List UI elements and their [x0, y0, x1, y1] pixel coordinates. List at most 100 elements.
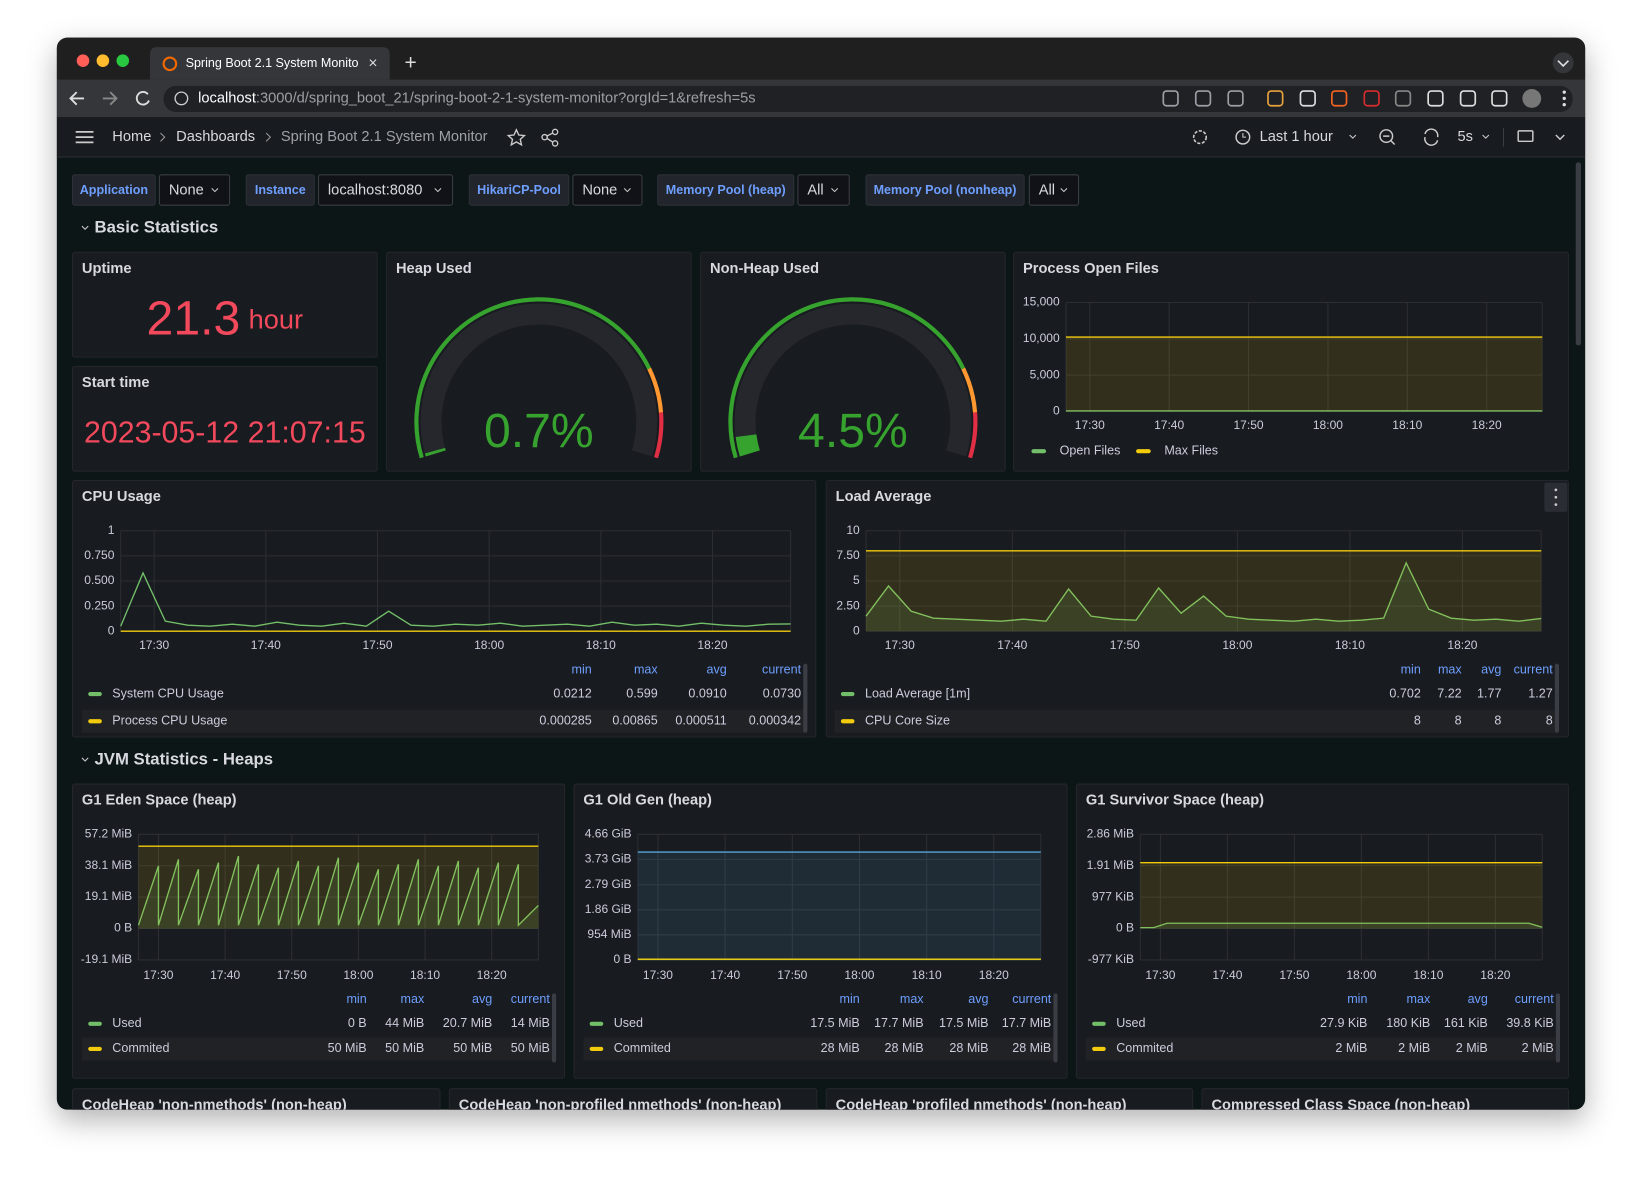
y-tick-label: 0 — [853, 623, 860, 637]
scrollbar[interactable] — [1576, 162, 1581, 345]
legend-stat: 50 MiB — [511, 1041, 550, 1055]
x-tick-label: 18:00 — [343, 968, 373, 982]
legend-stat: 2 MiB — [1398, 1041, 1430, 1055]
legend-header: current — [1514, 662, 1554, 676]
row-title[interactable]: JVM Statistics - Heaps — [95, 749, 274, 768]
x-tick-label: 17:40 — [1212, 968, 1242, 982]
legend-stat: 0.0730 — [763, 686, 801, 700]
x-tick-label: 18:10 — [410, 968, 440, 982]
x-tick-label: 18:10 — [586, 638, 616, 652]
legend-marker — [841, 719, 855, 723]
stat-number: 21.3 — [147, 291, 241, 345]
panel-title: CodeHeap 'profiled nmethods' (non-heap) — [836, 1097, 1127, 1113]
panel-title: G1 Eden Space (heap) — [82, 793, 237, 809]
legend-stat: 161 KiB — [1444, 1016, 1488, 1030]
breadcrumb-dashboards[interactable]: Dashboards — [176, 129, 255, 145]
legend-header: avg — [1481, 662, 1501, 676]
panel-title: Process Open Files — [1023, 261, 1159, 277]
variable-label: Memory Pool (nonheap) — [874, 183, 1017, 197]
time-range[interactable]: Last 1 hour — [1260, 129, 1333, 145]
x-tick-label: 18:10 — [1335, 638, 1365, 652]
refresh-interval[interactable]: 5s — [1457, 129, 1472, 145]
legend-stat: 20.7 MiB — [443, 1016, 493, 1030]
zoom-dot[interactable] — [116, 54, 129, 67]
legend-marker — [1136, 449, 1151, 453]
minimize-dot[interactable] — [97, 54, 110, 67]
legend-label: Process CPU Usage — [112, 714, 227, 728]
x-tick-label: 17:50 — [1279, 968, 1309, 982]
menu-dot — [1555, 489, 1558, 492]
x-tick-label: 18:00 — [1346, 968, 1376, 982]
legend-label: Used — [1116, 1016, 1145, 1030]
legend-label: CPU Core Size — [865, 714, 950, 728]
legend-header: current — [1515, 992, 1555, 1006]
legend-stat: 0.0910 — [688, 686, 726, 700]
legend-stat: 0.000342 — [749, 714, 801, 728]
legend-label: Used — [614, 1016, 643, 1030]
panel-title: Compressed Class Space (non-heap) — [1211, 1097, 1470, 1113]
y-tick-label: 1.86 GiB — [585, 902, 632, 916]
panel — [73, 784, 565, 1078]
breadcrumb-home[interactable]: Home — [112, 129, 151, 145]
x-tick-label: 17:40 — [1154, 418, 1184, 432]
legend-stat: 1.77 — [1477, 686, 1501, 700]
legend-scrollbar — [1053, 993, 1057, 1062]
legend-stat: 2 MiB — [1335, 1041, 1367, 1055]
close-dot[interactable] — [77, 54, 90, 67]
area-fill — [1066, 337, 1542, 411]
panel-title: Heap Used — [396, 261, 472, 277]
legend-header: avg — [707, 662, 727, 676]
y-tick-label: 1 — [108, 523, 115, 537]
y-tick-label: 10 — [846, 523, 860, 537]
legend-marker — [88, 1047, 102, 1051]
tab-close[interactable]: × — [368, 55, 377, 72]
menu-dot — [1555, 503, 1558, 506]
panel — [1076, 784, 1568, 1078]
x-tick-label: 18:20 — [1447, 638, 1477, 652]
y-tick-label: 0 B — [114, 921, 132, 935]
variable-label: HikariCP-Pool — [477, 183, 561, 197]
y-tick-label: 0.750 — [84, 548, 114, 562]
tab-menu[interactable] — [1553, 52, 1574, 73]
legend-header: avg — [968, 992, 988, 1006]
variable-value: localhost:8080 — [328, 182, 422, 198]
legend-header: min — [1347, 992, 1367, 1006]
legend-header: max — [1438, 662, 1462, 676]
panel-title: Uptime — [82, 261, 132, 277]
legend-stat: 50 MiB — [453, 1041, 492, 1055]
stat-value: 2023-05-12 21:07:15 — [84, 416, 366, 449]
legend-header: avg — [472, 992, 492, 1006]
profile[interactable] — [1522, 89, 1541, 108]
legend-label: Commited — [1116, 1041, 1173, 1055]
menu-dot — [1563, 103, 1566, 106]
legend-stat: 0.000511 — [675, 714, 726, 728]
row-title[interactable]: Basic Statistics — [95, 218, 219, 237]
legend-header: max — [900, 992, 924, 1006]
x-tick-label: 17:50 — [1233, 418, 1263, 432]
legend-stat: 17.7 MiB — [874, 1016, 924, 1030]
legend-stat: 180 KiB — [1386, 1016, 1430, 1030]
legend-stat: 0.599 — [626, 686, 657, 700]
panel-title: G1 Survivor Space (heap) — [1086, 793, 1264, 809]
area-fill — [1140, 863, 1542, 929]
legend-stat: 44 MiB — [385, 1016, 424, 1030]
y-tick-label: 4.66 GiB — [585, 826, 632, 840]
legend-marker — [1092, 1022, 1106, 1026]
y-tick-label: 2.86 MiB — [1087, 826, 1134, 840]
y-tick-label: 0 — [1053, 404, 1060, 418]
y-tick-label: 0.250 — [84, 598, 114, 612]
url: localhost:3000/d/spring_boot_21/spring-b… — [198, 90, 756, 106]
legend-label: Commited — [614, 1041, 671, 1055]
x-tick-label: 17:30 — [139, 638, 169, 652]
legend-marker — [1031, 449, 1046, 453]
legend-stat: 17.5 MiB — [939, 1016, 989, 1030]
legend-stat: 2 MiB — [1456, 1041, 1488, 1055]
legend-stat: 8 — [1414, 714, 1421, 728]
y-tick-label: 5 — [853, 573, 860, 587]
new-tab[interactable]: + — [405, 51, 417, 74]
legend-stat: 50 MiB — [328, 1041, 367, 1055]
y-tick-label: -19.1 MiB — [81, 952, 132, 966]
gauge-value: 4.5% — [798, 404, 908, 458]
area-fill — [138, 846, 538, 928]
